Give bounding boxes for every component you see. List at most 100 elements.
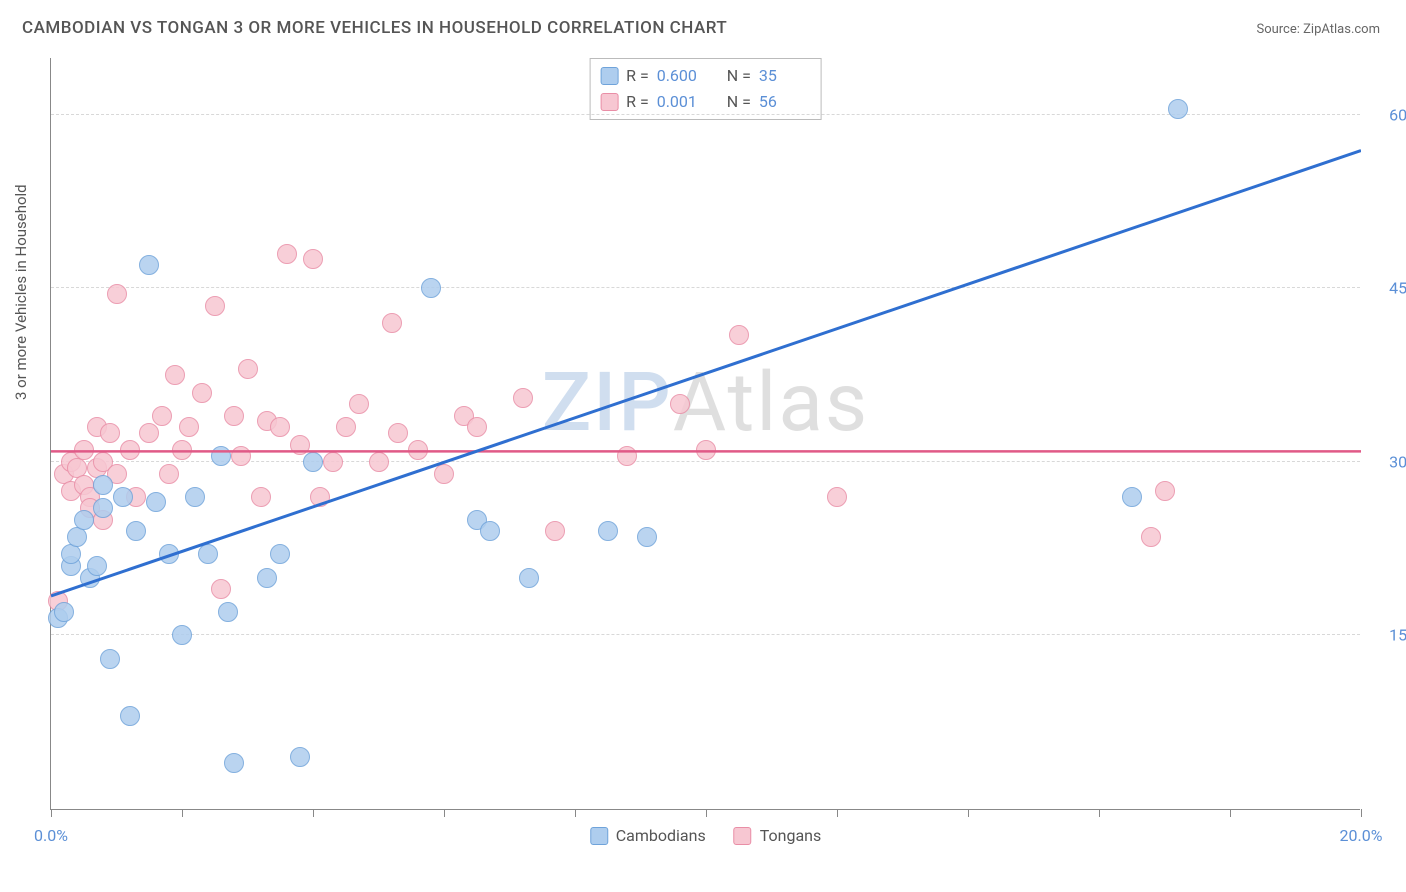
data-point-tongan bbox=[205, 296, 225, 316]
legend-row-tongan: R = 0.001 N = 56 bbox=[600, 89, 811, 115]
plot-area: ZIPAtlas R = 0.600 N = 35 R = 0.001 N = … bbox=[50, 58, 1360, 810]
data-point-cambodian bbox=[120, 706, 140, 726]
data-point-tongan bbox=[159, 464, 179, 484]
swatch-cambodian-icon bbox=[590, 827, 608, 845]
data-point-cambodian bbox=[270, 544, 290, 564]
r-value-cambodian: 0.600 bbox=[657, 63, 709, 89]
x-tick bbox=[1099, 809, 1100, 817]
legend-label-cambodian: Cambodians bbox=[616, 826, 706, 845]
data-point-cambodian bbox=[139, 255, 159, 275]
data-point-cambodian bbox=[224, 753, 244, 773]
r-value-tongan: 0.001 bbox=[657, 89, 709, 115]
data-point-tongan bbox=[1141, 527, 1161, 547]
r-label: R = bbox=[626, 63, 649, 89]
data-point-cambodian bbox=[126, 521, 146, 541]
gridline bbox=[51, 634, 1360, 635]
data-point-cambodian bbox=[67, 527, 87, 547]
swatch-tongan-icon bbox=[600, 93, 618, 111]
data-point-cambodian bbox=[519, 568, 539, 588]
n-value-cambodian: 35 bbox=[759, 63, 811, 89]
chart-title: CAMBODIAN VS TONGAN 3 OR MORE VEHICLES I… bbox=[22, 18, 727, 38]
n-value-tongan: 56 bbox=[759, 89, 811, 115]
watermark-atlas: Atlas bbox=[673, 355, 870, 451]
data-point-tongan bbox=[434, 464, 454, 484]
data-point-tongan bbox=[74, 440, 94, 460]
x-tick-label: 0.0% bbox=[34, 826, 68, 845]
trend-overlay bbox=[51, 58, 1361, 810]
swatch-cambodian-icon bbox=[600, 67, 618, 85]
data-point-tongan bbox=[165, 365, 185, 385]
data-point-tongan bbox=[369, 452, 389, 472]
data-point-cambodian bbox=[61, 544, 81, 564]
x-tick bbox=[444, 809, 445, 817]
data-point-cambodian bbox=[74, 510, 94, 530]
data-point-tongan bbox=[323, 452, 343, 472]
data-point-tongan bbox=[290, 435, 310, 455]
x-tick bbox=[313, 809, 314, 817]
source-label: Source: ZipAtlas.com bbox=[1256, 22, 1380, 37]
data-point-cambodian bbox=[185, 487, 205, 507]
data-point-tongan bbox=[238, 359, 258, 379]
data-point-cambodian bbox=[290, 747, 310, 767]
data-point-cambodian bbox=[480, 521, 500, 541]
data-point-tongan bbox=[224, 406, 244, 426]
gridline bbox=[51, 287, 1360, 288]
data-point-tongan bbox=[120, 440, 140, 460]
data-point-cambodian bbox=[637, 527, 657, 547]
data-point-tongan bbox=[211, 579, 231, 599]
data-point-tongan bbox=[408, 440, 428, 460]
data-point-cambodian bbox=[113, 487, 133, 507]
data-point-tongan bbox=[382, 313, 402, 333]
data-point-tongan bbox=[303, 249, 323, 269]
watermark-zip: ZIP bbox=[542, 355, 673, 451]
data-point-cambodian bbox=[172, 625, 192, 645]
data-point-tongan bbox=[513, 388, 533, 408]
data-point-tongan bbox=[1155, 481, 1175, 501]
legend-correlation: R = 0.600 N = 35 R = 0.001 N = 56 bbox=[589, 58, 822, 120]
y-axis-label: 3 or more Vehicles in Household bbox=[12, 184, 30, 400]
y-tick-label: 45.0% bbox=[1389, 279, 1406, 298]
legend-item-tongan: Tongans bbox=[734, 826, 822, 845]
y-tick-label: 15.0% bbox=[1389, 626, 1406, 645]
data-point-cambodian bbox=[598, 521, 618, 541]
data-point-tongan bbox=[277, 244, 297, 264]
data-point-cambodian bbox=[100, 649, 120, 669]
data-point-cambodian bbox=[218, 602, 238, 622]
data-point-tongan bbox=[349, 394, 369, 414]
data-point-tongan bbox=[617, 446, 637, 466]
legend-row-cambodian: R = 0.600 N = 35 bbox=[600, 63, 811, 89]
x-tick-label: 20.0% bbox=[1340, 826, 1383, 845]
data-point-cambodian bbox=[146, 492, 166, 512]
data-point-cambodian bbox=[421, 278, 441, 298]
data-point-cambodian bbox=[257, 568, 277, 588]
y-tick-label: 60.0% bbox=[1389, 105, 1406, 124]
data-point-cambodian bbox=[93, 475, 113, 495]
n-label: N = bbox=[727, 63, 751, 89]
x-tick bbox=[182, 809, 183, 817]
data-point-tongan bbox=[270, 417, 290, 437]
data-point-tongan bbox=[179, 417, 199, 437]
data-point-cambodian bbox=[198, 544, 218, 564]
r-label: R = bbox=[626, 89, 649, 115]
x-tick bbox=[1361, 809, 1362, 817]
data-point-tongan bbox=[231, 446, 251, 466]
x-tick bbox=[1230, 809, 1231, 817]
data-point-tongan bbox=[545, 521, 565, 541]
x-tick bbox=[837, 809, 838, 817]
gridline bbox=[51, 114, 1360, 115]
legend-series: Cambodians Tongans bbox=[590, 826, 821, 845]
x-tick bbox=[575, 809, 576, 817]
watermark: ZIPAtlas bbox=[542, 355, 870, 451]
data-point-tongan bbox=[251, 487, 271, 507]
data-point-tongan bbox=[107, 284, 127, 304]
data-point-tongan bbox=[310, 487, 330, 507]
data-point-tongan bbox=[696, 440, 716, 460]
data-point-tongan bbox=[336, 417, 356, 437]
data-point-cambodian bbox=[93, 498, 113, 518]
legend-item-cambodian: Cambodians bbox=[590, 826, 706, 845]
n-label: N = bbox=[727, 89, 751, 115]
x-tick bbox=[51, 809, 52, 817]
x-tick bbox=[706, 809, 707, 817]
swatch-tongan-icon bbox=[734, 827, 752, 845]
data-point-cambodian bbox=[87, 556, 107, 576]
